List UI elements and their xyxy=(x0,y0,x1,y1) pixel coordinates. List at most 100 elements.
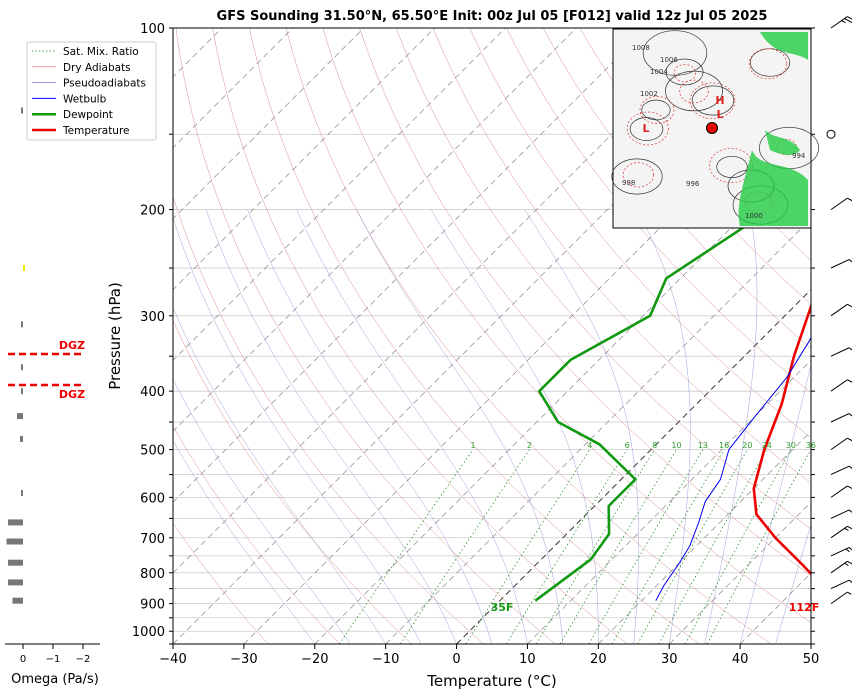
x-tick-label: −30 xyxy=(230,652,257,667)
inset-label: 1004 xyxy=(650,68,668,76)
omega-bar xyxy=(21,321,23,327)
wind-barb xyxy=(831,196,852,216)
mixing-ratio-line xyxy=(400,450,529,644)
omega-axis-label: Omega (Pa/s) xyxy=(11,672,99,687)
wind-barb-staff xyxy=(831,198,847,209)
mixing-ratio-label: 2 xyxy=(527,441,532,450)
inset-label: 996 xyxy=(686,180,700,188)
inset-label: 1006 xyxy=(660,56,678,64)
legend-entry: Wetbulb xyxy=(63,93,107,105)
wind-barb-staff xyxy=(831,510,849,518)
pseudoadiabat-line xyxy=(248,210,493,644)
wind-barb-flag xyxy=(847,524,852,533)
wind-barb-flag xyxy=(847,559,852,568)
wind-barb-flag xyxy=(847,436,852,445)
mixing-ratio-label: 1 xyxy=(470,441,475,450)
omega-panel: 0−1−2 Omega (Pa/s) DGZ DGZ xyxy=(5,108,100,688)
mixing-ratio-line xyxy=(466,450,590,644)
mixing-ratio-label: 4 xyxy=(587,441,592,450)
x-tick-label: 0 xyxy=(452,652,460,667)
wind-barb-staff xyxy=(831,466,849,474)
pseudoadiabat-line xyxy=(431,210,598,644)
x-tick-label: −20 xyxy=(301,652,328,667)
wind-barb-flag xyxy=(847,302,852,311)
inset-label: 998 xyxy=(622,179,635,187)
omega-bars xyxy=(7,108,26,604)
wind-barb-flag xyxy=(847,196,852,205)
omega-bar xyxy=(20,436,23,442)
y-tick-label: 100 xyxy=(140,22,165,37)
legend-entry: Temperature xyxy=(62,125,130,137)
mixing-ratio-line xyxy=(685,450,791,644)
wind-barb xyxy=(831,346,852,363)
legend-entry: Dewpoint xyxy=(63,109,113,121)
wind-barb xyxy=(831,412,852,429)
mixing-ratio-labels: 1246810131620243036 xyxy=(470,441,816,450)
x-tick-label: 30 xyxy=(661,652,678,667)
mixing-ratio-label: 10 xyxy=(671,441,681,450)
y-tick-label: 300 xyxy=(140,310,165,325)
omega-tick-label: −1 xyxy=(46,654,61,665)
omega-bar xyxy=(23,265,25,271)
pseudoadiabat-line xyxy=(206,210,457,644)
omega-tick-label: 0 xyxy=(20,654,26,665)
wind-barb xyxy=(831,484,852,504)
omega-ticks: 0 −1 −2 xyxy=(20,644,91,665)
wind-barb-staff xyxy=(831,438,847,449)
surface-temperature-label: 112F xyxy=(789,601,819,614)
omega-bar xyxy=(21,388,23,394)
mixing-ratio-label: 13 xyxy=(698,441,708,450)
wind-barb xyxy=(831,591,851,607)
mixing-ratio-line xyxy=(707,450,811,644)
x-tick-label: −10 xyxy=(372,652,399,667)
wind-barb-staff xyxy=(831,348,849,356)
mixing-ratio-line xyxy=(612,450,724,644)
inset-label: 1000 xyxy=(745,212,763,220)
wind-barb-calm xyxy=(827,130,835,138)
x-tick-label: −40 xyxy=(159,652,186,667)
omega-bar xyxy=(8,519,23,525)
x-tick-label: 10 xyxy=(519,652,536,667)
wind-barb xyxy=(831,14,852,34)
legend-entry: Pseudoadiabats xyxy=(63,78,146,90)
mixing-ratio-line xyxy=(659,450,767,644)
wind-barb-staff xyxy=(831,580,849,588)
x-tick-label: 20 xyxy=(590,652,607,667)
wind-barb xyxy=(831,559,852,579)
pseudoadiabat-line xyxy=(170,210,421,644)
omega-bar xyxy=(13,598,24,604)
mixing-ratio-label: 16 xyxy=(719,441,729,450)
x-axis-label: Temperature (°C) xyxy=(426,672,556,690)
omega-tick-label: −2 xyxy=(76,654,91,665)
dry-adiabat-line xyxy=(176,28,556,644)
isotherm-line xyxy=(811,28,852,644)
omega-bar xyxy=(8,560,23,566)
wind-barb-staff xyxy=(831,592,847,603)
omega-bar xyxy=(7,539,24,545)
y-tick-label: 1000 xyxy=(132,625,165,640)
pseudoadiabat-line xyxy=(357,210,563,644)
legend-entry: Dry Adiabats xyxy=(63,62,131,74)
wind-barb-staff xyxy=(831,380,847,391)
x-tick-label: 40 xyxy=(732,652,749,667)
omega-bar xyxy=(21,108,23,114)
wind-barb-half xyxy=(847,591,851,595)
surface-dewpoint-label: 35F xyxy=(491,601,514,614)
mixing-ratio-label: 8 xyxy=(652,441,657,450)
wind-barb xyxy=(831,464,852,481)
wind-barb-staff xyxy=(831,414,849,422)
inset-pressure-marker: L xyxy=(716,108,723,121)
wind-barb-half xyxy=(846,548,850,552)
wind-barbs xyxy=(811,14,852,644)
chart-title: GFS Sounding 31.50°N, 65.50°E Init: 00z … xyxy=(217,9,768,24)
mixing-ratio-label: 24 xyxy=(762,441,772,450)
wind-barb-flag xyxy=(847,377,852,386)
y-axis-label: Pressure (hPa) xyxy=(106,282,124,390)
omega-bar xyxy=(8,579,23,585)
y-tick-label: 700 xyxy=(140,532,165,547)
mixing-ratio-label: 30 xyxy=(786,441,796,450)
